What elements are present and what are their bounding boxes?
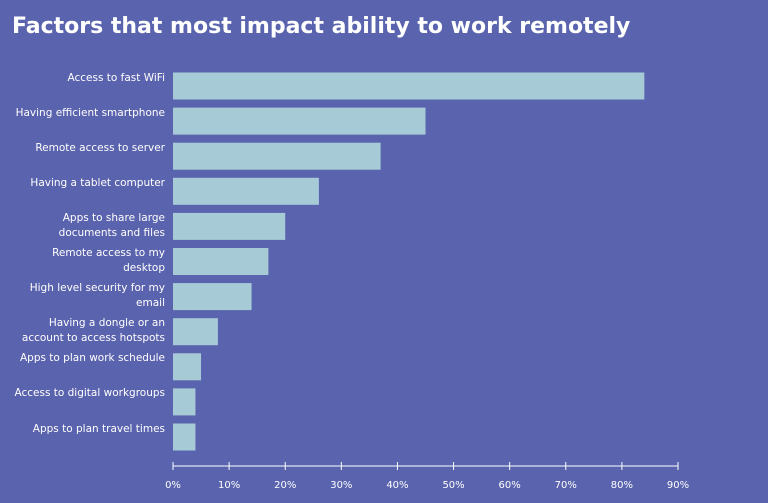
- bar: [173, 283, 252, 311]
- category-label: Access to digital workgroups: [14, 387, 165, 400]
- bar: [173, 248, 269, 275]
- bar: [173, 423, 196, 451]
- x-tick-label: 40%: [386, 480, 408, 491]
- bar: [173, 212, 286, 240]
- category-label: Remote access to my desktop: [52, 247, 165, 274]
- category-label: Having efficient smartphone: [15, 106, 165, 119]
- bar: [173, 72, 645, 100]
- x-tick-label: 60%: [499, 480, 521, 491]
- x-tick-label: 10%: [218, 480, 240, 491]
- category-label: Apps to plan travel times: [32, 422, 165, 435]
- x-tick-label: 90%: [667, 480, 689, 491]
- bar: [173, 388, 196, 416]
- category-label: Having a tablet computer: [30, 176, 165, 189]
- category-label: Apps to share large documents and files: [58, 211, 165, 239]
- bar: [173, 177, 319, 205]
- category-label: Having a dongle or an account to access …: [21, 317, 165, 345]
- category-label: Access to fast WiFi: [67, 71, 165, 84]
- chart-title: Factors that most impact ability to work…: [12, 14, 631, 39]
- category-label: Remote access to server: [35, 141, 165, 154]
- x-tick-label: 70%: [555, 480, 577, 491]
- bar: [173, 318, 218, 346]
- category-label: High level security for my email: [29, 282, 165, 310]
- bar: [173, 107, 426, 135]
- x-tick-label: 0%: [165, 480, 181, 491]
- x-tick-label: 50%: [442, 480, 464, 491]
- bar: [173, 353, 202, 381]
- x-tick-label: 80%: [611, 480, 633, 491]
- x-tick-label: 30%: [330, 480, 352, 491]
- category-label: Apps to plan work schedule: [19, 352, 165, 365]
- bar: [173, 142, 381, 170]
- x-tick-label: 20%: [274, 480, 296, 491]
